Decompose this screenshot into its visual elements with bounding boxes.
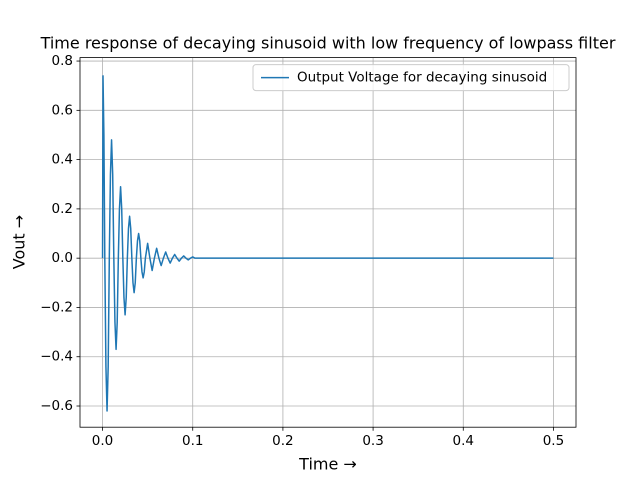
x-axis-label: Time → [298, 455, 357, 474]
data-line [101, 75, 554, 412]
x-tick-label: 0.1 [182, 433, 203, 449]
chart-title: Time response of decaying sinusoid with … [40, 34, 616, 53]
y-tick-label: 0.8 [52, 53, 73, 69]
y-tick-label: 0.0 [52, 250, 73, 266]
y-axis-label: Vout → [10, 215, 29, 269]
y-tick-label: −0.4 [40, 349, 73, 365]
y-tick-label: 0.6 [52, 102, 73, 118]
x-tick-label: 0.5 [543, 433, 564, 449]
x-tick-label: 0.0 [92, 433, 113, 449]
axes-frame [79, 57, 577, 428]
y-tick-label: −0.6 [40, 398, 73, 414]
x-tick-label: 0.4 [453, 433, 474, 449]
legend-box [252, 64, 570, 92]
legend-label: Output Voltage for decaying sinusoid [297, 70, 547, 86]
x-tick-label: 0.3 [362, 433, 383, 449]
y-tick-label: −0.2 [40, 299, 73, 315]
x-tick-label: 0.2 [272, 433, 293, 449]
y-tick-label: 0.4 [52, 152, 73, 168]
y-tick-label: 0.2 [52, 201, 73, 217]
